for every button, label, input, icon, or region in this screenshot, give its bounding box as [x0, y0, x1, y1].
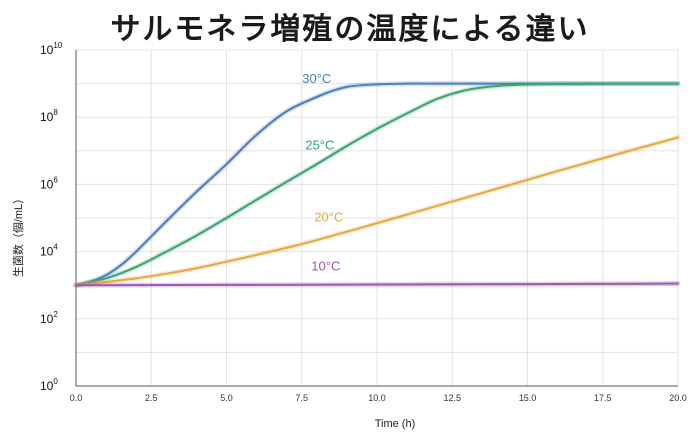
y-tick-label: 1010 — [40, 41, 63, 57]
series-line-25C — [75, 82, 679, 287]
series-label-20C: 20°C — [314, 210, 343, 225]
axes: 0.0 2.5 5.0 7.5 10.0 12.5 15.0 17.5 20.0 100 102 10… — [40, 41, 687, 403]
x-axis-label: Time (h) — [375, 418, 416, 430]
series-lines — [73, 81, 681, 288]
series-line-20C — [75, 136, 679, 287]
y-tick-label: 106 — [40, 175, 58, 191]
x-tick-label: 10.0 — [368, 393, 386, 403]
x-tick-label: 12.5 — [443, 393, 461, 403]
x-tick-label: 5.0 — [220, 393, 233, 403]
x-tick-label: 20.0 — [669, 393, 687, 403]
y-tick-label: 100 — [40, 377, 58, 393]
chart-title: サルモネラ増殖の温度による違い — [110, 12, 590, 47]
series-line-10C — [75, 282, 679, 287]
series-label-30C: 30°C — [302, 71, 331, 86]
y-tick-label: 104 — [40, 243, 58, 259]
x-tick-label: 15.0 — [519, 393, 537, 403]
x-tick-label: 7.5 — [295, 393, 308, 403]
series-label-25C: 25°C — [305, 137, 334, 152]
y-axis-label: 生菌数（個/mL） — [11, 193, 25, 277]
series-label-10C: 10°C — [311, 259, 340, 274]
series-labels: 30°C 25°C 20°C 10°C — [302, 71, 343, 274]
y-tick-label: 102 — [40, 310, 58, 326]
y-tick-label: 108 — [40, 108, 58, 124]
x-tick-label: 2.5 — [145, 393, 158, 403]
x-tick-label: 0.0 — [70, 393, 83, 403]
series-line-30C — [75, 82, 679, 287]
x-tick-label: 17.5 — [594, 393, 612, 403]
grid — [75, 49, 679, 387]
